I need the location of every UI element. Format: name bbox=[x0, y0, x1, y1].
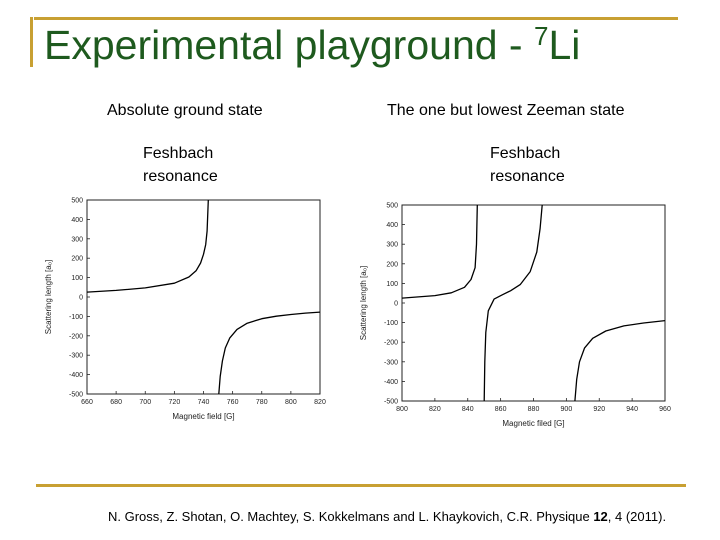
left-chart: 660 680 700 720 740 760 780 800 820 -500 -400 -300 -… bbox=[30, 190, 335, 440]
y-tick-label: -200 bbox=[384, 340, 398, 347]
x-tick-label: 800 bbox=[285, 399, 297, 406]
x-tick-label: 960 bbox=[659, 406, 671, 413]
x-tick-label: 740 bbox=[198, 399, 210, 406]
x-tick-label: 900 bbox=[561, 406, 573, 413]
x-tick-label: 940 bbox=[626, 406, 638, 413]
x-tick-label: 800 bbox=[396, 406, 408, 413]
frame-left-line bbox=[30, 17, 33, 67]
curve-segment bbox=[483, 205, 543, 401]
x-tick-label: 820 bbox=[314, 399, 326, 406]
frame-bottom-line bbox=[36, 484, 686, 487]
y-tick-label: 400 bbox=[386, 222, 398, 229]
y-tick-label: -400 bbox=[384, 379, 398, 386]
y-tick-label: -200 bbox=[69, 333, 83, 340]
x-tick-label: 680 bbox=[110, 399, 122, 406]
y-tick-label: 300 bbox=[71, 236, 83, 243]
y-tick-label: -300 bbox=[384, 359, 398, 366]
curve-segment bbox=[87, 200, 209, 293]
y-tick-label: 200 bbox=[71, 256, 83, 263]
curve-segment bbox=[402, 205, 478, 299]
y-tick-label: -500 bbox=[384, 399, 398, 406]
x-tick-label: 920 bbox=[593, 406, 605, 413]
x-tick-label: 660 bbox=[81, 399, 93, 406]
x-tick-label: 840 bbox=[462, 406, 474, 413]
x-tick-label: 860 bbox=[495, 406, 507, 413]
right-chart: 800 820 840 860 880 900 920 940 960 -500 -400 -300 -… bbox=[352, 195, 677, 445]
left-panel-heading: Absolute ground state bbox=[107, 102, 263, 119]
x-tick-label: 720 bbox=[169, 399, 181, 406]
y-tick-label: -300 bbox=[69, 353, 83, 360]
x-tick-label: 780 bbox=[256, 399, 268, 406]
x-axis-label: Magnetic field [G] bbox=[172, 412, 234, 421]
y-tick-label: -100 bbox=[69, 314, 83, 321]
curve-segment bbox=[574, 319, 665, 401]
y-tick-label: 200 bbox=[386, 261, 398, 268]
page-title: Experimental playground - 7Li bbox=[44, 21, 581, 68]
y-tick-label: 0 bbox=[79, 295, 83, 302]
y-tick-label: 100 bbox=[71, 275, 83, 282]
x-tick-label: 700 bbox=[139, 399, 151, 406]
y-tick-label: 300 bbox=[386, 242, 398, 249]
y-tick-label: -400 bbox=[69, 372, 83, 379]
y-tick-label: 400 bbox=[71, 217, 83, 224]
y-tick-label: -100 bbox=[384, 320, 398, 327]
left-feshbach-label: Feshbach resonance bbox=[143, 145, 218, 185]
curve-segment bbox=[218, 311, 320, 394]
y-axis-label: Scattering length [a₀] bbox=[44, 260, 53, 334]
x-tick-label: 760 bbox=[227, 399, 239, 406]
frame-top-line bbox=[34, 17, 678, 20]
y-tick-label: 500 bbox=[71, 198, 83, 205]
citation: N. Gross, Z. Shotan, O. Machtey, S. Kokk… bbox=[108, 509, 667, 524]
y-axis-label: Scattering length [a₀] bbox=[359, 266, 368, 340]
y-tick-label: 0 bbox=[394, 301, 398, 308]
y-tick-label: 100 bbox=[386, 281, 398, 288]
x-tick-label: 880 bbox=[528, 406, 540, 413]
x-axis-label: Magnetic filed [G] bbox=[502, 419, 564, 428]
y-tick-label: 500 bbox=[386, 203, 398, 210]
x-tick-label: 820 bbox=[429, 406, 441, 413]
left-chart-svg: 660 680 700 720 740 760 780 800 820 -500 -400 -300 -… bbox=[44, 198, 326, 422]
y-tick-label: -500 bbox=[69, 392, 83, 399]
right-chart-svg: 800 820 840 860 880 900 920 940 960 -500 -400 -300 -… bbox=[359, 203, 671, 429]
plot-frame bbox=[401, 204, 666, 402]
right-feshbach-label: Feshbach resonance bbox=[490, 145, 565, 185]
plot-frame bbox=[86, 199, 321, 395]
right-panel-heading: The one but lowest Zeeman state bbox=[387, 102, 625, 119]
